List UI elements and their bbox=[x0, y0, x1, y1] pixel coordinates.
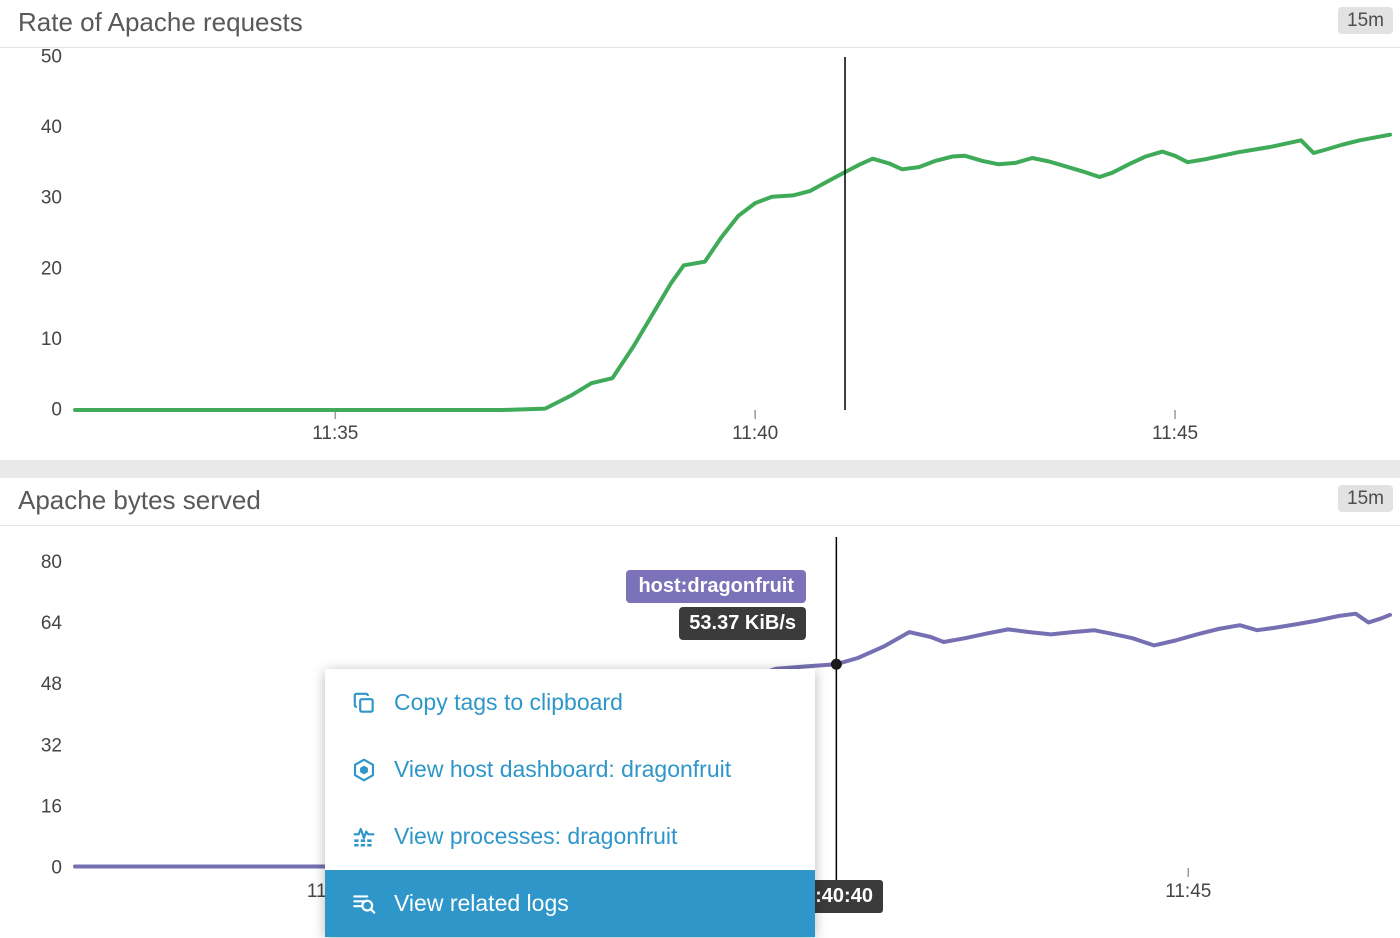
apache-requests-line-chart[interactable]: 0 10 20 30 40 50 11:35 11:40 11:45 bbox=[0, 47, 1400, 460]
menu-item-label: View related logs bbox=[394, 890, 569, 916]
host-hexagon-icon bbox=[351, 757, 377, 783]
menu-item-label: Copy tags to clipboard bbox=[394, 689, 623, 715]
svg-text:48: 48 bbox=[41, 674, 62, 695]
menu-item-view-related-logs[interactable]: View related logs bbox=[325, 870, 815, 937]
svg-text:64: 64 bbox=[41, 613, 63, 634]
svg-text:32: 32 bbox=[41, 735, 62, 756]
svg-text:16: 16 bbox=[41, 796, 62, 817]
svg-text:80: 80 bbox=[41, 552, 62, 573]
related-logs-icon bbox=[351, 891, 377, 917]
menu-item-label: View processes: dragonfruit bbox=[394, 823, 678, 849]
panel-title: Rate of Apache requests bbox=[18, 7, 303, 37]
menu-item-label: View host dashboard: dragonfruit bbox=[394, 756, 732, 782]
svg-text:11:40: 11:40 bbox=[732, 423, 778, 444]
svg-text:10: 10 bbox=[41, 329, 62, 350]
svg-text:30: 30 bbox=[41, 188, 62, 209]
panel-apache-requests: Rate of Apache requests 15m 0 10 20 30 40 50 1… bbox=[0, 0, 1400, 460]
menu-item-view-host-dashboard[interactable]: View host dashboard: dragonfruit bbox=[325, 736, 815, 803]
svg-text:40: 40 bbox=[41, 117, 62, 138]
panel-title: Apache bytes served bbox=[18, 485, 261, 515]
svg-text:0: 0 bbox=[51, 858, 62, 879]
time-range-badge[interactable]: 15m bbox=[1338, 7, 1393, 34]
panel-header: Apache bytes served 15m bbox=[0, 478, 1400, 526]
svg-text:0: 0 bbox=[51, 400, 62, 421]
menu-item-view-processes[interactable]: View processes: dragonfruit bbox=[325, 803, 815, 870]
processes-icon bbox=[351, 824, 377, 850]
copy-icon bbox=[351, 690, 377, 716]
panel-header: Rate of Apache requests 15m bbox=[0, 0, 1400, 48]
svg-text:20: 20 bbox=[41, 258, 62, 279]
svg-text:11:45: 11:45 bbox=[1165, 881, 1211, 902]
svg-text:50: 50 bbox=[41, 47, 62, 68]
context-menu: Copy tags to clipboard View host dashboa… bbox=[325, 669, 815, 937]
svg-text:11:35: 11:35 bbox=[312, 423, 358, 444]
menu-item-copy-tags[interactable]: Copy tags to clipboard bbox=[325, 669, 815, 736]
time-range-badge[interactable]: 15m bbox=[1338, 485, 1393, 512]
svg-text:11:45: 11:45 bbox=[1152, 423, 1198, 444]
